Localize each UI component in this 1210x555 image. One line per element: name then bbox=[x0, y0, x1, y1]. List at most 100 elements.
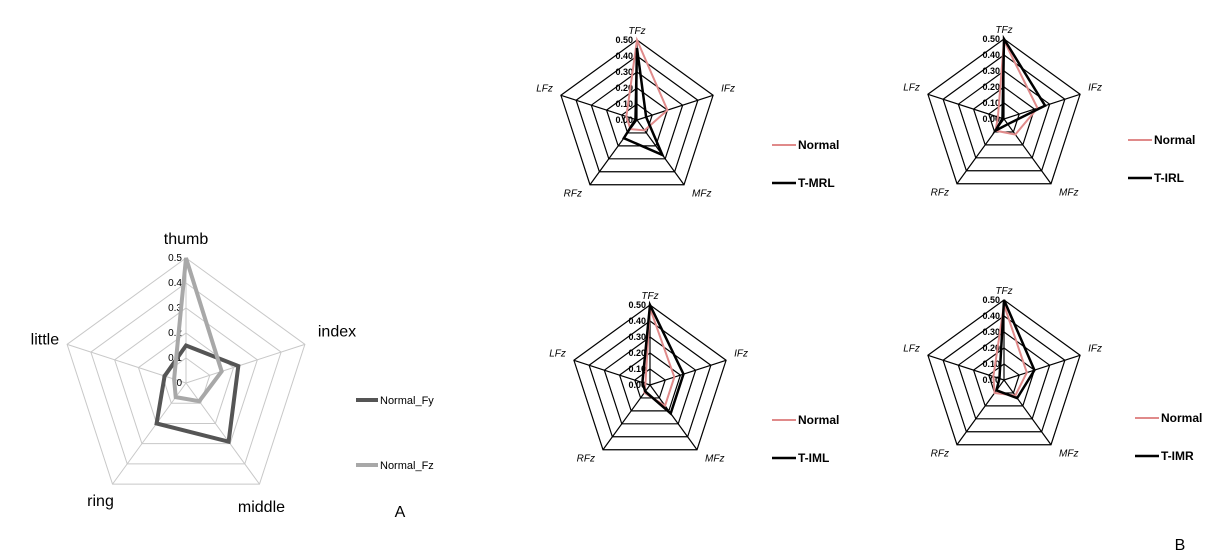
radar-4-tick-label: 0.30 bbox=[982, 327, 1000, 337]
radar-0-axis-label: middle bbox=[238, 499, 285, 516]
radar-2-grid-ring bbox=[972, 86, 1036, 146]
radar-4-axis-label: LFz bbox=[903, 343, 920, 354]
radar-3-tick-label: 0.50 bbox=[628, 300, 646, 310]
radar-1-grid-ring bbox=[605, 87, 669, 147]
radar-2-axis-label: TFz bbox=[995, 25, 1012, 36]
radar-2-tick-label: 0.20 bbox=[982, 82, 1000, 92]
radar-1-tick-label: 0.50 bbox=[615, 35, 633, 45]
radar-2-series-line bbox=[992, 34, 1047, 134]
radar-1-legend-label: T-MRL bbox=[798, 176, 835, 190]
radar-4-tick-label: 0.20 bbox=[982, 343, 1000, 353]
radar-1-axis-label: IFz bbox=[721, 83, 735, 94]
radar-chart-a: 00.10.20.30.40.5thumbindexmiddleringlitt… bbox=[31, 231, 435, 516]
radar-2-axis-label: LFz bbox=[903, 82, 920, 93]
radar-1-tick-label: 0.10 bbox=[615, 99, 633, 109]
radar-3-grid-ring bbox=[603, 336, 697, 425]
radar-1-legend-label: Normal bbox=[798, 138, 839, 152]
radar-0-axis-label: index bbox=[318, 323, 356, 340]
radar-3-tick-label: 0.40 bbox=[628, 316, 646, 326]
radar-4-spoke bbox=[1003, 354, 1081, 381]
radar-2-axis-label: MFz bbox=[1059, 188, 1078, 199]
radar-3-spoke bbox=[573, 359, 651, 386]
radar-0-spoke bbox=[112, 382, 187, 485]
radar-4-axis-label: RFz bbox=[931, 449, 949, 460]
radar-0-series-line bbox=[154, 343, 241, 445]
radar-1-spoke bbox=[636, 94, 714, 121]
radar-2-spoke bbox=[1003, 118, 1052, 185]
panel-label-a: A bbox=[395, 504, 406, 521]
radar-2-axis-label: IFz bbox=[1088, 82, 1102, 93]
radar-2-legend-label: Normal bbox=[1154, 133, 1195, 147]
radar-1-spoke bbox=[560, 94, 638, 121]
radar-0-tick-label: 0.2 bbox=[168, 328, 182, 339]
radar-3-axis-label: TFz bbox=[641, 291, 658, 302]
radar-4-axis-label: TFz bbox=[995, 286, 1012, 297]
radar-0-grid-ring bbox=[90, 282, 282, 465]
radar-3-grid-ring bbox=[573, 304, 727, 451]
radar-4-tick-label: 0.10 bbox=[982, 359, 1000, 369]
radar-1-grid-ring bbox=[560, 39, 714, 186]
radar-0-axis-label: thumb bbox=[164, 231, 209, 248]
radar-1-grid-ring bbox=[621, 103, 653, 134]
radar-1-series-line bbox=[625, 36, 669, 132]
radar-0-tick-label: 0.3 bbox=[168, 303, 182, 314]
radar-4-grid-ring bbox=[957, 331, 1051, 420]
radar-3-axis-label: IFz bbox=[734, 348, 748, 359]
radar-0-legend-label: Normal_Fz bbox=[380, 460, 434, 472]
radar-3-legend-label: T-IML bbox=[798, 451, 829, 465]
radar-3-grid-ring bbox=[618, 352, 682, 412]
radar-0-tick-label: 0.4 bbox=[168, 278, 182, 289]
radar-0-axis-label: little bbox=[31, 331, 60, 348]
radar-2-tick-label: 0.40 bbox=[982, 50, 1000, 60]
radar-1-tick-label: 0.30 bbox=[615, 67, 633, 77]
radar-0-grid-ring bbox=[114, 307, 258, 445]
radar-1-grid-ring bbox=[590, 71, 684, 160]
radar-3-axis-label: MFz bbox=[705, 454, 724, 465]
radar-4-legend-label: Normal bbox=[1161, 411, 1202, 425]
radar-1-grid-ring bbox=[575, 55, 699, 173]
radar-2-tick-label: 0.10 bbox=[982, 98, 1000, 108]
radar-1-axis-label: MFz bbox=[692, 189, 711, 200]
radar-4-tick-label: 0.40 bbox=[982, 311, 1000, 321]
radar-3-axis-label: RFz bbox=[577, 454, 595, 465]
radar-3-grid-ring bbox=[634, 368, 666, 399]
radar-3-spoke bbox=[649, 359, 727, 386]
radar-3-spoke bbox=[649, 384, 698, 451]
radar-4-grid-ring bbox=[942, 315, 1066, 433]
radar-2-tick-label: 0.30 bbox=[982, 66, 1000, 76]
radar-2-grid-ring bbox=[927, 38, 1081, 185]
radar-4-spoke bbox=[927, 354, 1005, 381]
radar-4-tick-label: 0.00 bbox=[982, 375, 1000, 385]
radar-4-spoke bbox=[1003, 379, 1052, 446]
radar-3-axis-label: LFz bbox=[549, 348, 566, 359]
radar-3-grid-ring bbox=[588, 320, 712, 438]
radar-2-series-line bbox=[994, 36, 1039, 136]
radar-3-tick-label: 0.30 bbox=[628, 332, 646, 342]
radar-3-legend-label: Normal bbox=[798, 413, 839, 427]
radar-0-tick-label: 0.5 bbox=[168, 253, 182, 264]
radar-2-axis-label: RFz bbox=[931, 188, 949, 199]
radar-0-grid-ring bbox=[66, 257, 306, 485]
radar-0-series-line bbox=[172, 257, 224, 404]
radar-3-spoke bbox=[602, 384, 651, 451]
radar-4-tick-label: 0.50 bbox=[982, 295, 1000, 305]
radar-0-tick-label: 0 bbox=[176, 378, 182, 389]
radar-3-tick-label: 0.00 bbox=[628, 380, 646, 390]
radar-4-axis-label: MFz bbox=[1059, 449, 1078, 460]
radar-2-legend-label: T-IRL bbox=[1154, 171, 1184, 185]
radar-0-spoke bbox=[185, 343, 306, 384]
radar-1-series-line bbox=[622, 47, 665, 158]
radar-1-tick-label: 0.20 bbox=[615, 83, 633, 93]
radar-4-axis-label: IFz bbox=[1088, 343, 1102, 354]
radar-4-legend-label: T-IMR bbox=[1161, 449, 1194, 463]
radar-0-legend-label: Normal_Fy bbox=[380, 395, 434, 407]
radar-2-tick-label: 0.50 bbox=[982, 34, 1000, 44]
radar-4-grid-ring bbox=[972, 347, 1036, 407]
radar-1-axis-label: TFz bbox=[628, 26, 645, 37]
radar-1-axis-label: LFz bbox=[536, 83, 553, 94]
